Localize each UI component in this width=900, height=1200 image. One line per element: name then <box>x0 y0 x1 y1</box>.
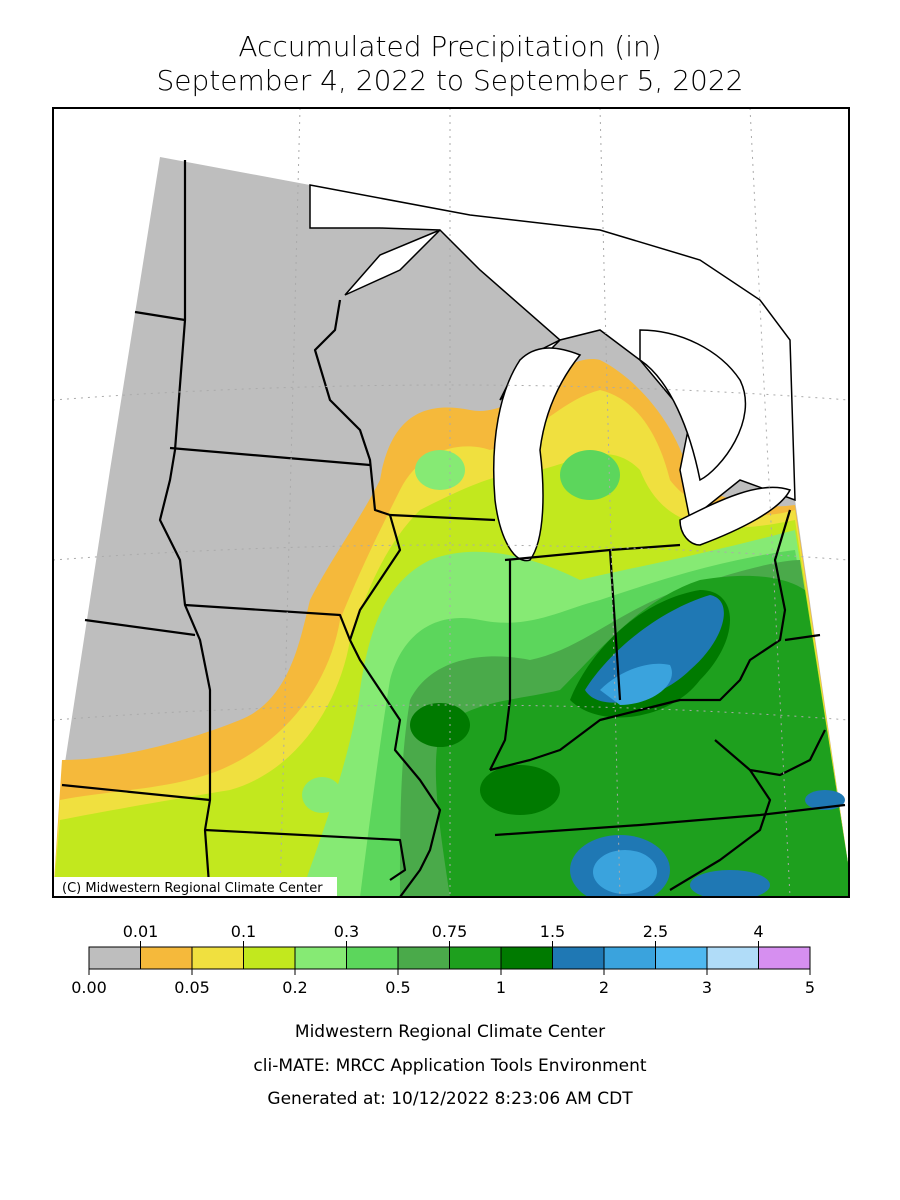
legend-swatch <box>243 946 296 970</box>
state-border <box>784 633 821 642</box>
precip-1.5 <box>690 870 770 897</box>
state-border <box>313 299 496 522</box>
lake-huron <box>639 329 747 482</box>
legend-label: 2.5 <box>643 922 668 941</box>
state-border <box>184 603 352 641</box>
legend-swatch <box>500 946 553 970</box>
legend-label: 1 <box>496 978 506 997</box>
legend-swatch <box>706 946 759 970</box>
title-line: September 4, 2022 to September 5, 2022 <box>157 64 744 97</box>
precip-1 <box>410 703 470 747</box>
state-border <box>134 310 186 322</box>
lake-michigan <box>492 347 582 562</box>
precip-0.2 <box>302 777 342 813</box>
map-frame <box>52 107 850 898</box>
legend-label: 0.00 <box>71 978 107 997</box>
legend-swatch <box>346 946 399 970</box>
copyright: (C) Midwestern Regional Climate Center <box>62 881 323 896</box>
state-border <box>61 783 211 802</box>
legend-label: 2 <box>599 978 609 997</box>
legend-label: 0.1 <box>231 922 256 941</box>
map: (C) Midwestern Regional Climate Center <box>53 108 849 897</box>
legend-swatch <box>449 946 502 970</box>
legend-swatch <box>88 946 141 970</box>
footer-line: Generated at: 10/12/2022 8:23:06 AM CDT <box>267 1089 633 1109</box>
state-border <box>169 446 371 467</box>
legend: 0.01 0.1 0.3 0.75 1.5 2.5 4 0.00 0.05 0.2 0.5 1 2 3 5 <box>71 922 815 997</box>
legend-swatch <box>655 946 708 970</box>
state-border <box>489 560 512 771</box>
legend-label: 0.3 <box>334 922 359 941</box>
legend-label: 5 <box>805 978 815 997</box>
precip-0.3 <box>560 450 620 500</box>
precip-2 <box>600 663 672 705</box>
legend-swatch <box>758 946 811 970</box>
state-border <box>669 769 772 891</box>
legend-swatch <box>294 946 347 970</box>
title-line: Accumulated Precipitation (in) <box>238 30 661 63</box>
lake-erie <box>679 486 792 546</box>
legend-swatch <box>140 946 193 970</box>
state-border <box>489 509 792 772</box>
precip-1.5 <box>805 790 845 810</box>
legend-label: 1.5 <box>540 922 565 941</box>
legend-swatch <box>397 946 450 970</box>
state-border <box>714 729 826 777</box>
legend-label: 4 <box>753 922 763 941</box>
legend-label: 0.2 <box>282 978 307 997</box>
state-border <box>84 618 196 637</box>
precip-2 <box>593 850 657 894</box>
footer-line: Midwestern Regional Climate Center <box>295 1022 605 1042</box>
footer-line: cli-MATE: MRCC Application Tools Environ… <box>253 1056 646 1076</box>
state-border <box>158 160 212 897</box>
precip-0.2 <box>415 450 465 490</box>
copyright-box <box>53 877 337 897</box>
legend-label: 0.5 <box>385 978 410 997</box>
state-border <box>494 803 846 837</box>
state-border <box>204 828 407 881</box>
legend-swatch <box>552 946 605 970</box>
state-border <box>609 543 681 552</box>
legend-swatch <box>603 946 656 970</box>
legend-label: 3 <box>702 978 712 997</box>
legend-label: 0.01 <box>123 922 159 941</box>
legend-label: 0.05 <box>174 978 210 997</box>
precip-1 <box>480 765 560 815</box>
legend-swatch <box>191 946 244 970</box>
legend-label: 0.75 <box>432 922 468 941</box>
